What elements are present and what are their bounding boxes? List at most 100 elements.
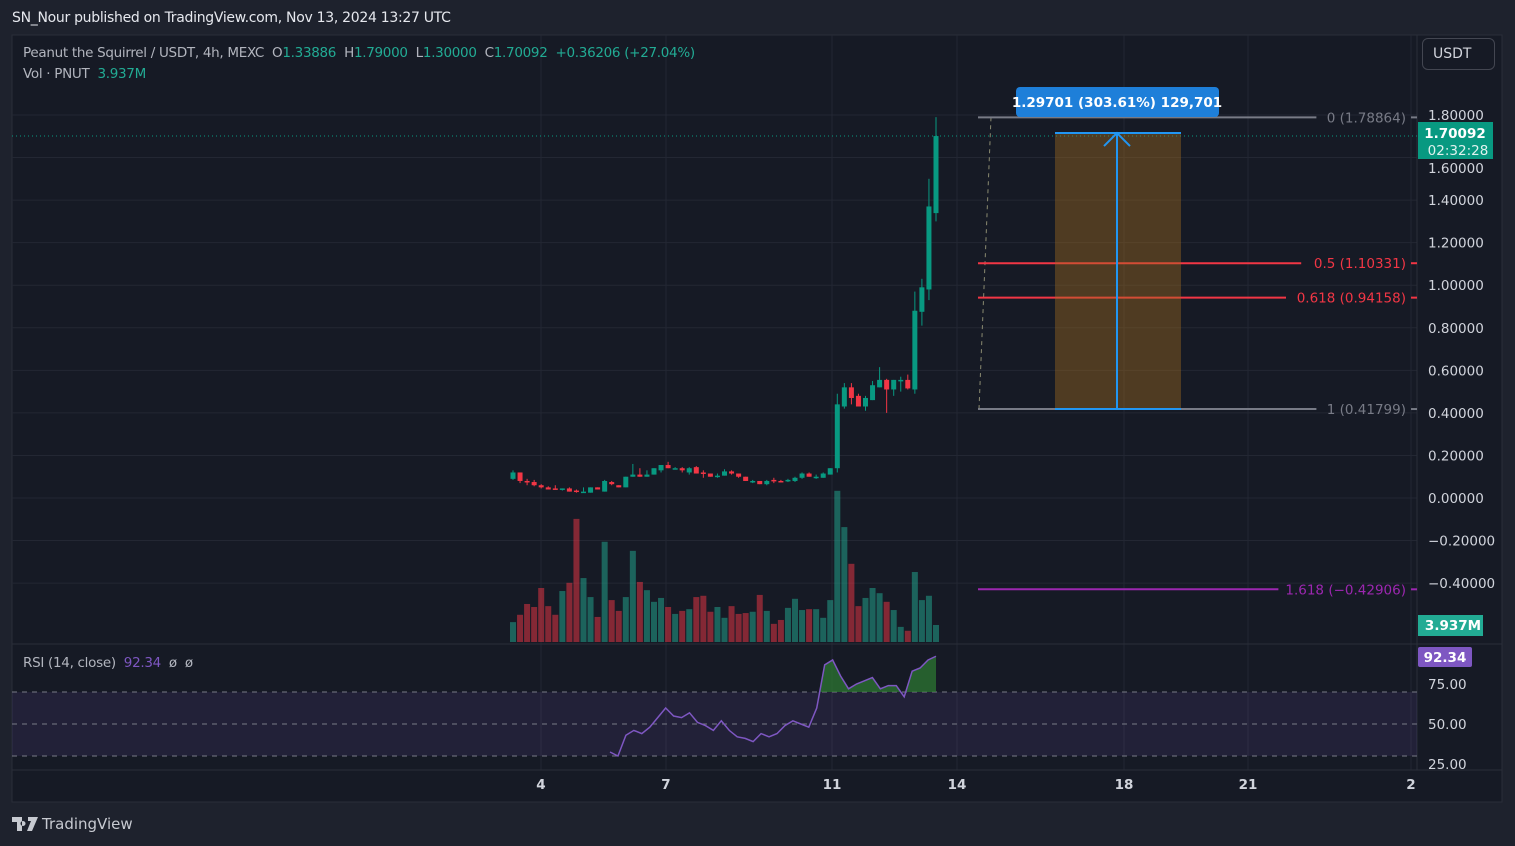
time-tick: 7	[661, 777, 670, 793]
candle[interactable]	[841, 383, 847, 409]
candle[interactable]	[700, 470, 706, 478]
candle[interactable]	[679, 467, 685, 473]
volume-bar	[728, 606, 735, 642]
candle[interactable]	[855, 393, 861, 407]
candle-body	[545, 487, 551, 490]
candle[interactable]	[714, 473, 720, 478]
volume-label[interactable]: Vol · PNUT	[23, 66, 90, 82]
candle[interactable]	[799, 472, 805, 479]
candle[interactable]	[595, 487, 601, 490]
candle[interactable]	[658, 465, 664, 473]
candle[interactable]	[785, 478, 791, 483]
candle[interactable]	[686, 467, 692, 475]
last-price-badge: 1.70092 02:32:28	[1418, 122, 1493, 159]
candle[interactable]	[827, 468, 833, 475]
volume-bar	[862, 597, 869, 642]
candle[interactable]	[722, 469, 727, 476]
candle[interactable]	[757, 480, 763, 485]
candle[interactable]	[517, 472, 523, 484]
chart-frame	[11, 34, 1503, 803]
rsi-label[interactable]: RSI (14, close)	[23, 655, 116, 671]
candle[interactable]	[905, 374, 911, 390]
candle[interactable]	[545, 486, 551, 490]
candle[interactable]	[891, 379, 897, 396]
price-tick: 0.60000	[1428, 363, 1484, 379]
candle[interactable]	[581, 487, 586, 494]
fib-level-label: 1.618 (−0.42906)	[1285, 582, 1406, 598]
candle-body	[651, 468, 657, 475]
footer-brand[interactable]: TradingView	[12, 815, 133, 833]
candle[interactable]	[559, 488, 565, 491]
candle[interactable]	[637, 468, 643, 477]
candle[interactable]	[566, 487, 572, 492]
candle-body	[729, 471, 735, 474]
candle[interactable]	[743, 476, 749, 481]
candle[interactable]	[771, 477, 777, 484]
candle[interactable]	[863, 395, 868, 411]
candle-body	[750, 480, 756, 483]
time-axis-ticks[interactable]: 4 7 11 14 18 21 2	[536, 777, 1415, 793]
candle[interactable]	[510, 470, 516, 480]
candle[interactable]	[538, 484, 544, 489]
candle[interactable]	[665, 461, 671, 469]
candle-body	[736, 473, 742, 477]
candle[interactable]	[609, 480, 615, 486]
candle[interactable]	[588, 487, 594, 493]
volume-bar	[834, 490, 841, 642]
volume-bar	[735, 613, 742, 642]
candle[interactable]	[870, 380, 876, 401]
candle[interactable]	[820, 472, 826, 478]
candles[interactable]	[510, 117, 939, 494]
candle[interactable]	[806, 472, 812, 477]
volume-bar	[524, 603, 531, 642]
candle[interactable]	[933, 117, 939, 222]
candle[interactable]	[898, 376, 904, 392]
measure-label-box	[1016, 87, 1219, 117]
volume-bar	[545, 606, 552, 642]
candle[interactable]	[764, 479, 770, 486]
open-value: 1.33886	[282, 45, 337, 61]
volume-bar	[615, 610, 622, 642]
candle[interactable]	[602, 479, 608, 492]
candle[interactable]	[729, 470, 735, 475]
candle-body	[707, 473, 713, 477]
candle[interactable]	[750, 479, 756, 484]
candle[interactable]	[884, 378, 890, 413]
candle[interactable]	[792, 476, 798, 483]
candle-body	[743, 476, 749, 481]
candle[interactable]	[912, 291, 918, 394]
candle[interactable]	[651, 468, 657, 475]
price-range-measure[interactable]: 1.29701 (303.61%) 129,701	[1012, 87, 1222, 411]
candle[interactable]	[834, 393, 840, 473]
candle[interactable]	[736, 473, 742, 478]
volume-bar	[911, 572, 918, 642]
candle-body	[884, 379, 890, 390]
candle[interactable]	[524, 478, 530, 486]
time-tick: 21	[1239, 777, 1258, 793]
candle[interactable]	[623, 476, 629, 488]
candle[interactable]	[630, 463, 636, 477]
volume-bar	[651, 601, 657, 642]
candle[interactable]	[531, 479, 537, 487]
candle[interactable]	[926, 178, 932, 301]
symbol-name[interactable]: Peanut the Squirrel / USDT, 4h, MEXC	[23, 45, 265, 61]
candle[interactable]	[877, 367, 883, 388]
candle[interactable]	[778, 479, 784, 483]
candle[interactable]	[616, 485, 622, 488]
candle[interactable]	[644, 470, 650, 477]
rsi-value: 92.34	[123, 655, 161, 671]
volume-bar	[580, 578, 587, 642]
candle-body	[581, 491, 586, 494]
candle[interactable]	[848, 383, 854, 405]
price-axis-ticks[interactable]: 1.80000 1.60000 1.40000 1.20000 1.00000 0.800…	[1428, 108, 1495, 592]
currency-button[interactable]: USDT	[1422, 38, 1495, 70]
candle[interactable]	[919, 278, 925, 326]
candle[interactable]	[693, 466, 699, 474]
close-value: 1.70092	[493, 45, 548, 61]
candle[interactable]	[672, 467, 678, 470]
candle[interactable]	[707, 473, 713, 477]
candle[interactable]	[552, 485, 558, 490]
candle[interactable]	[573, 489, 579, 493]
candle[interactable]	[813, 474, 819, 479]
